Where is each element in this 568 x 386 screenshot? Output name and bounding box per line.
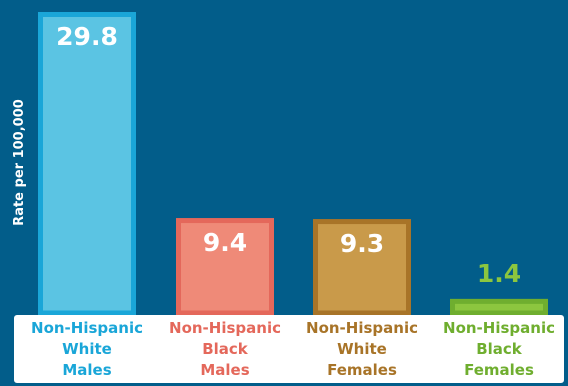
bar-value-label-2: 9.4 — [203, 228, 247, 257]
category-label-line: White — [337, 340, 387, 358]
bar-4 — [450, 298, 548, 316]
category-label-line: Non-Hispanic — [443, 319, 555, 337]
category-label-line: Black — [202, 340, 248, 358]
bar-3 — [313, 219, 411, 316]
bar-value-label-3: 9.3 — [340, 229, 384, 258]
bar-value-label-1: 29.8 — [56, 22, 118, 51]
category-label-panel — [14, 315, 564, 383]
category-label-line: Black — [476, 340, 522, 358]
category-label-line: Non-Hispanic — [169, 319, 281, 337]
category-label-line: Males — [200, 361, 250, 379]
category-label-line: White — [62, 340, 112, 358]
category-label-4: Non-Hispanic Black Females — [434, 318, 564, 381]
category-label-line: Males — [62, 361, 112, 379]
category-label-1: Non-Hispanic White Males — [22, 318, 152, 381]
category-label-2: Non-Hispanic Black Males — [160, 318, 290, 381]
category-label-line: Females — [327, 361, 397, 379]
category-label-line: Females — [464, 361, 534, 379]
bar-2 — [176, 218, 274, 316]
category-label-3: Non-Hispanic White Females — [297, 318, 427, 381]
bar-1 — [38, 12, 136, 316]
bar-value-label-4: 1.4 — [477, 259, 521, 288]
category-label-line: Non-Hispanic — [31, 319, 143, 337]
category-label-line: Non-Hispanic — [306, 319, 418, 337]
